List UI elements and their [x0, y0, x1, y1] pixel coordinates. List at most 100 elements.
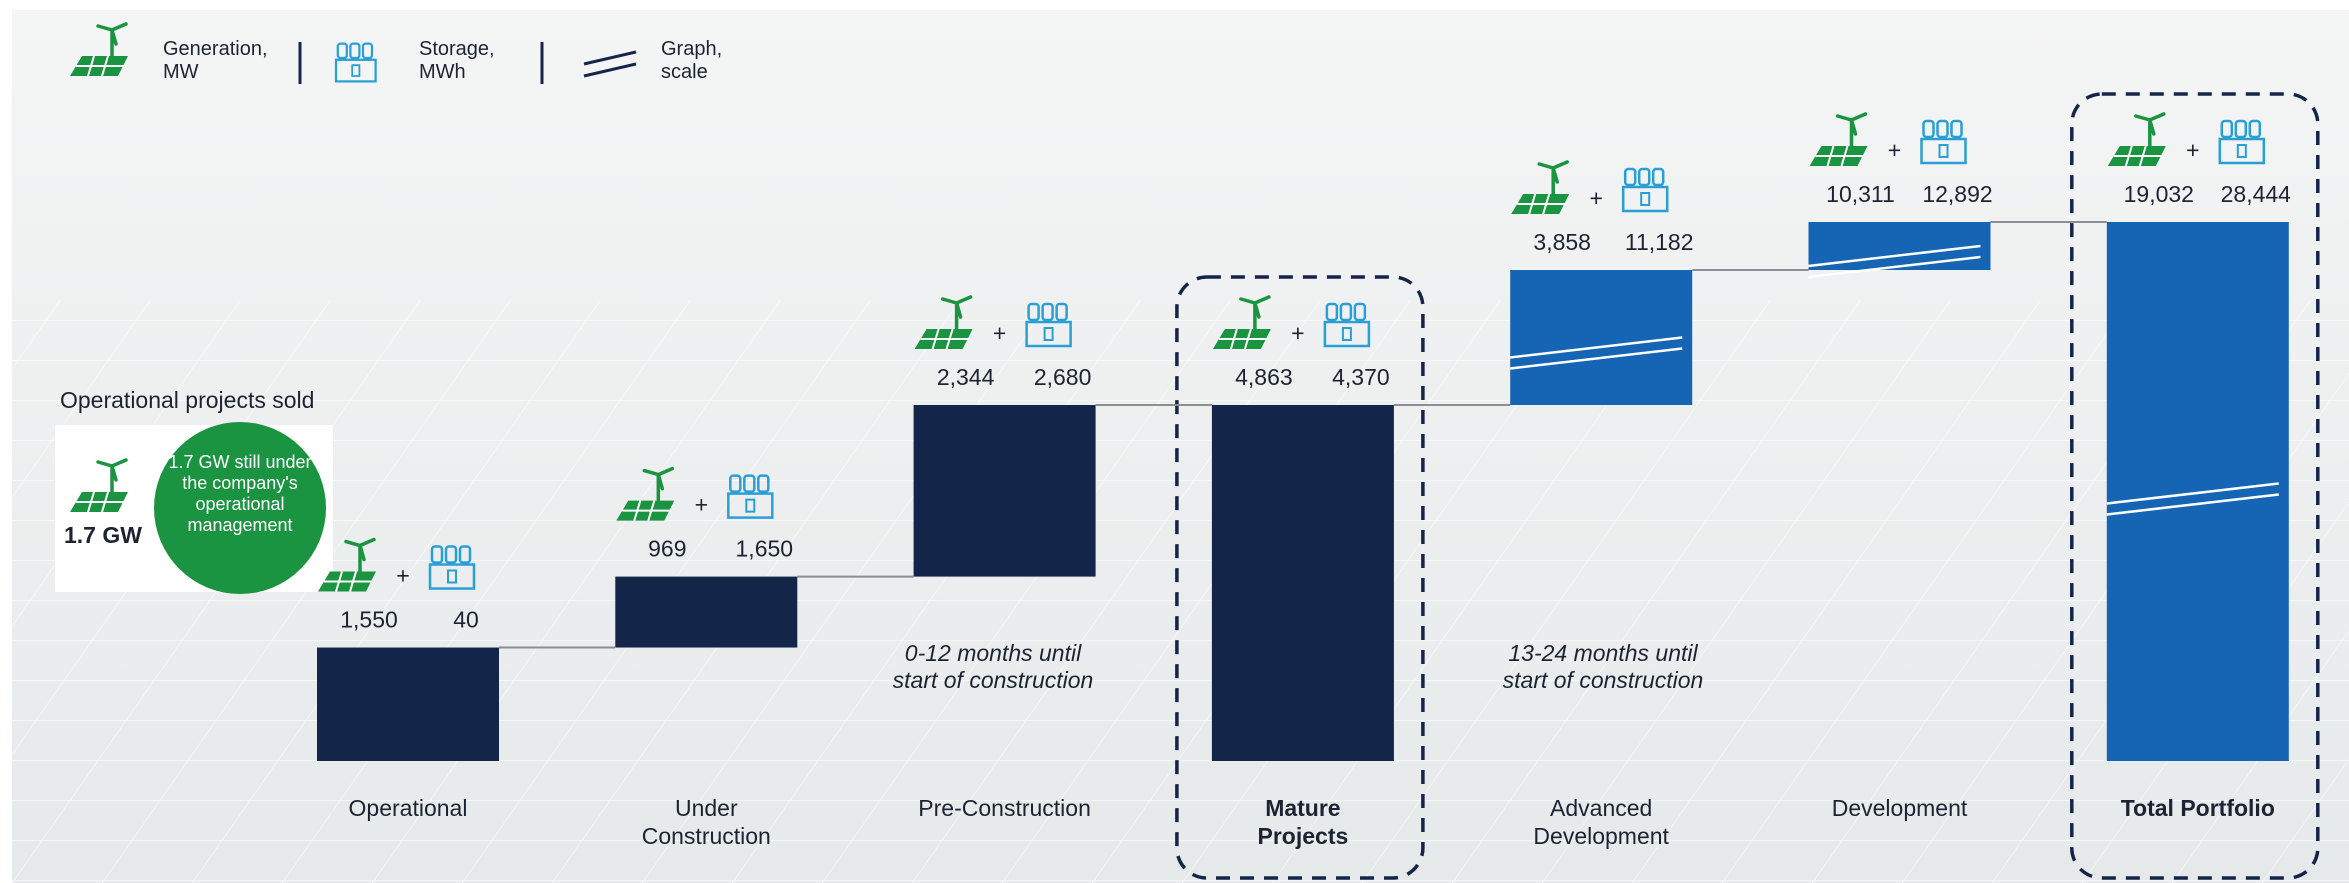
category-label: Advanced Development: [1533, 795, 1669, 849]
value-label: 1,650: [736, 536, 794, 562]
legend-break-icon: [583, 50, 637, 66]
icon-part: [2218, 137, 2266, 165]
legend-item: Storage, MWh: [419, 38, 495, 83]
icon-part: [2134, 112, 2166, 148]
generation-icon: [318, 537, 376, 592]
plus: +: [396, 563, 409, 589]
icon-part: [2234, 119, 2248, 139]
category-label: Under Construction: [641, 795, 771, 849]
generation-icon: [70, 22, 128, 77]
icon-part: [1239, 295, 1271, 331]
category-label-box: Development: [1831, 795, 1968, 821]
icon-part: [458, 545, 472, 564]
generation-icon: [1511, 160, 1570, 215]
icon-part: [1027, 302, 1040, 322]
scale-break: [1510, 347, 1683, 370]
icon-part: [96, 22, 128, 58]
icon-part: [1323, 320, 1371, 348]
category-label: Development: [1831, 795, 1968, 821]
icon-part: [1815, 145, 1864, 167]
icon-part: [1517, 193, 1566, 215]
plus: +: [1888, 137, 1901, 163]
icon-part: [1041, 302, 1054, 322]
icon-part: [1920, 137, 1967, 165]
bar: [2106, 222, 2289, 761]
icon-part: [1651, 167, 1665, 187]
value-label: 19,032: [2124, 181, 2194, 207]
icon-part: [344, 537, 376, 574]
icon-part: [2248, 119, 2262, 139]
icon-part: [447, 569, 457, 584]
icon-part: [76, 55, 124, 77]
storage-icon: [1025, 302, 1072, 348]
legend-label: Generation, MW: [163, 38, 268, 83]
icon-part: [1339, 302, 1353, 322]
storage-icon: [727, 474, 774, 519]
legend: Generation, MW Storage, MWh Graph, scale: [163, 38, 723, 84]
scale-break: [1510, 336, 1683, 359]
value-label: 4,863: [1235, 364, 1293, 390]
sold-circle: [154, 422, 326, 594]
icon-part: [76, 491, 124, 513]
bar: [317, 647, 499, 761]
bar: [615, 576, 798, 648]
icon-part: [1025, 320, 1072, 348]
category-label: Operational: [348, 795, 468, 821]
sold-capacity: 1.7 GW: [64, 522, 142, 548]
total-frame: [1175, 275, 1425, 880]
icon-part: [622, 500, 671, 521]
icon-part: [920, 328, 969, 350]
icon-part: [1936, 119, 1949, 139]
icon-part: [727, 492, 774, 519]
generation-icon: [616, 466, 675, 521]
storage-icon: [1621, 167, 1669, 213]
value-label: 40: [453, 607, 479, 633]
generation-icon: [2107, 112, 2166, 167]
category-label: Total Portfolio: [2120, 795, 2275, 821]
category-label-box: Advanced Development: [1533, 795, 1669, 849]
bar: [1211, 405, 1394, 761]
value-label: 12,892: [1922, 181, 1992, 207]
icon-part: [940, 295, 973, 331]
legend-item: Graph, scale: [661, 38, 723, 83]
generation-icon: [914, 295, 973, 350]
value-label: 11,182: [1625, 229, 1694, 255]
scale-break: [1808, 255, 1981, 279]
icon-part: [1043, 327, 1054, 341]
icon-part: [1950, 119, 1963, 139]
icon-part: [743, 474, 756, 493]
category-label-box: Under Construction: [641, 795, 771, 849]
icon-part: [428, 563, 476, 590]
icon-part: [444, 545, 458, 564]
storage-icon: [428, 545, 476, 590]
category-label-box: Pre-Construction: [918, 795, 1091, 821]
storage-icon: [1920, 119, 1967, 165]
icon-part: [1637, 167, 1651, 187]
icon-part: [1621, 185, 1669, 213]
icon-part: [1938, 144, 1949, 158]
generation-icon: [1809, 112, 1868, 167]
sold-note-box: 1.7 GW still under the company's operati…: [168, 452, 311, 535]
icon-part: [1341, 327, 1352, 341]
category-label-box: Mature Projects: [1258, 795, 1349, 849]
plus: +: [2186, 137, 2199, 163]
icon-part: [1835, 112, 1868, 148]
category-label: Pre-Construction: [918, 795, 1091, 821]
icon-part: [430, 545, 444, 564]
scale-break: [2106, 493, 2279, 516]
icon-part: [2236, 144, 2247, 158]
icon-part: [1537, 160, 1569, 196]
legend-label: Graph, scale: [661, 38, 723, 83]
icon-part: [1623, 167, 1637, 187]
storage-icon: [1323, 302, 1371, 348]
icon-part: [361, 42, 374, 60]
plus: +: [1291, 320, 1304, 346]
legend-item: Generation, MW: [163, 38, 268, 83]
icon-part: [96, 458, 128, 494]
icon-part: [2220, 119, 2234, 139]
icon-part: [349, 42, 361, 60]
icon-part: [1922, 119, 1935, 139]
note-box: 0-12 months until start of construction: [893, 640, 1094, 693]
icon-part: [324, 571, 372, 592]
